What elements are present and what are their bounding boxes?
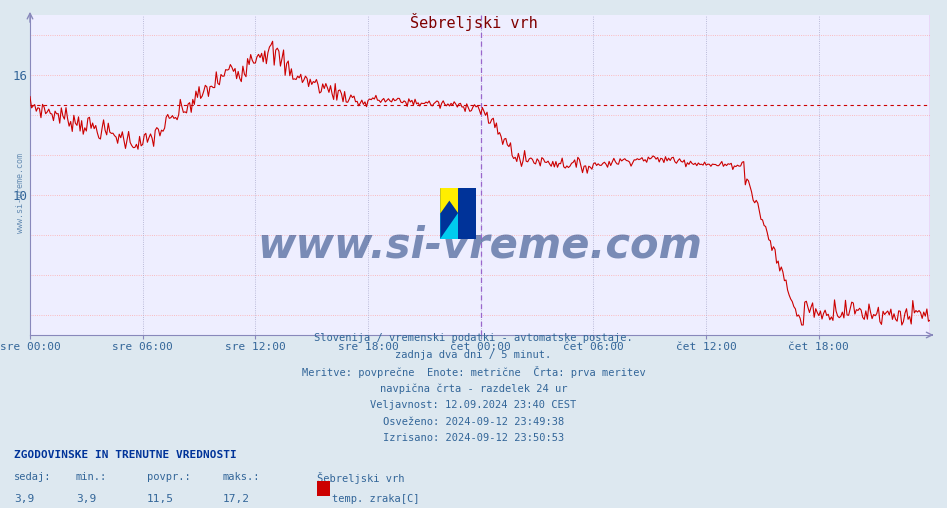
Text: temp. zraka[C]: temp. zraka[C] xyxy=(332,494,420,504)
Text: www.si-vreme.com: www.si-vreme.com xyxy=(16,153,26,233)
Text: Veljavnost: 12.09.2024 23:40 CEST: Veljavnost: 12.09.2024 23:40 CEST xyxy=(370,400,577,410)
Text: Meritve: povprečne  Enote: metrične  Črta: prva meritev: Meritve: povprečne Enote: metrične Črta:… xyxy=(302,366,645,378)
Text: povpr.:: povpr.: xyxy=(147,472,190,483)
Text: www.si-vreme.com: www.si-vreme.com xyxy=(258,225,703,266)
Text: 3,9: 3,9 xyxy=(14,494,34,504)
Bar xyxy=(458,188,476,213)
Text: Slovenija / vremenski podatki - avtomatske postaje.: Slovenija / vremenski podatki - avtomats… xyxy=(314,333,633,343)
Text: maks.:: maks.: xyxy=(223,472,260,483)
Text: min.:: min.: xyxy=(76,472,107,483)
Text: Šebreljski vrh: Šebreljski vrh xyxy=(317,472,404,485)
Text: Izrisano: 2024-09-12 23:50:53: Izrisano: 2024-09-12 23:50:53 xyxy=(383,433,564,443)
Text: zadnja dva dni / 5 minut.: zadnja dva dni / 5 minut. xyxy=(396,350,551,360)
Bar xyxy=(458,213,476,239)
Text: 17,2: 17,2 xyxy=(223,494,250,504)
Text: navpična črta - razdelek 24 ur: navpična črta - razdelek 24 ur xyxy=(380,383,567,394)
Text: sedaj:: sedaj: xyxy=(14,472,52,483)
Polygon shape xyxy=(440,213,458,239)
Text: 11,5: 11,5 xyxy=(147,494,174,504)
Text: ZGODOVINSKE IN TRENUTNE VREDNOSTI: ZGODOVINSKE IN TRENUTNE VREDNOSTI xyxy=(14,450,237,460)
Bar xyxy=(440,213,458,239)
Polygon shape xyxy=(440,188,458,239)
Text: 3,9: 3,9 xyxy=(76,494,96,504)
Text: Osveženo: 2024-09-12 23:49:38: Osveženo: 2024-09-12 23:49:38 xyxy=(383,417,564,427)
Bar xyxy=(440,188,458,213)
Text: Šebreljski vrh: Šebreljski vrh xyxy=(410,13,537,30)
Polygon shape xyxy=(440,188,458,213)
